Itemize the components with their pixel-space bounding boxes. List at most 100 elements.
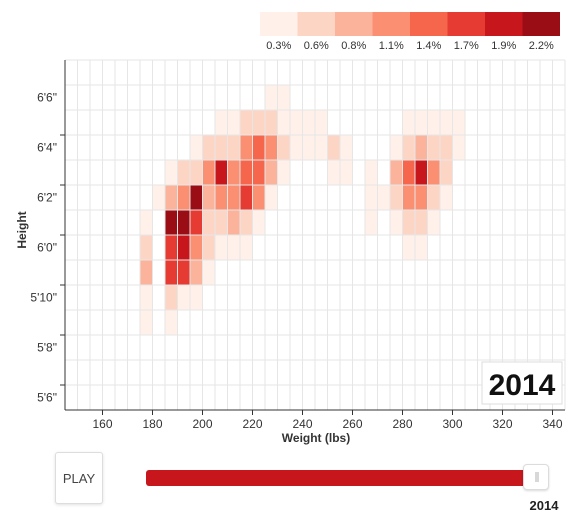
heatmap-cell [403,210,415,235]
y-axis-title: Height [15,211,29,248]
heatmap-cell [215,110,227,135]
heatmap-cell [190,285,202,310]
heatmap-cell [165,260,177,285]
heatmap-cell [265,110,277,135]
x-tick-label: 200 [192,417,212,431]
heatmap-cell [403,235,415,260]
legend-label: 2.2% [529,40,554,52]
heatmap-cell [403,185,415,210]
x-axis-title: Weight (lbs) [282,431,350,445]
heatmap-cell [403,160,415,185]
heatmap-cell [365,185,377,210]
heatmap-cell [428,135,440,160]
heatmap-cell [415,210,427,235]
heatmap-cell [403,135,415,160]
legend-swatch [410,12,448,36]
x-tick-label: 240 [292,417,312,431]
heatmap-cell [203,160,215,185]
heatmap-cell [165,310,177,335]
heatmap-cells [140,85,465,335]
year-overlay: 2014 [481,361,563,405]
legend-swatch [260,12,298,36]
heatmap-cell [403,110,415,135]
heatmap-cell [178,235,190,260]
heatmap-cell [428,210,440,235]
x-tick-label: 180 [142,417,162,431]
heatmap-cell [440,185,452,210]
year-slider[interactable] [146,464,549,490]
heatmap-cell [228,110,240,135]
y-tick-label: 6'6" [37,91,57,105]
x-tick-label: 320 [492,417,512,431]
heatmap-cell [140,260,152,285]
heatmap-cell [278,135,290,160]
heatmap-cell [440,160,452,185]
heatmap-cell [203,235,215,260]
heatmap-cell [328,160,340,185]
legend-swatch [485,12,523,36]
heatmap-cell [240,210,252,235]
heatmap-cell [415,235,427,260]
legend-label: 1.7% [454,40,479,52]
heatmap-cell [265,185,277,210]
heatmap-cell [390,135,402,160]
legend-swatch [335,12,373,36]
legend-label: 0.8% [341,40,366,52]
heatmap-cell [240,160,252,185]
heatmap-cell [265,160,277,185]
heatmap-cell [253,210,265,235]
y-tick-label: 5'10" [30,291,57,305]
y-tick-label: 5'8" [37,341,57,355]
heatmap-cell [253,185,265,210]
heatmap-cell [340,160,352,185]
heatmap-cell [428,110,440,135]
heatmap-cell [303,110,315,135]
heatmap-cell [378,185,390,210]
x-tick-label: 160 [92,417,112,431]
heatmap-cell [390,210,402,235]
heatmap-cell [165,160,177,185]
heatmap-cell [265,135,277,160]
heatmap-cell [415,185,427,210]
heatmap-cell [165,235,177,260]
year-slider-fill [146,470,536,486]
legend-label: 1.9% [491,40,516,52]
heatmap-cell [190,260,202,285]
heatmap-cell [215,160,227,185]
year-slider-handle[interactable] [523,464,549,490]
heatmap-cell [203,185,215,210]
heatmap-cell [228,235,240,260]
heatmap-cell [453,110,465,135]
heatmap-cell [278,85,290,110]
heatmap-cell [228,160,240,185]
heatmap-cell [428,185,440,210]
heatmap-cell [315,135,327,160]
heatmap-cell [190,185,202,210]
legend-swatch [297,12,335,36]
year-overlay-text: 2014 [489,369,556,402]
year-overlay-box [481,361,563,405]
heatmap-cell [315,110,327,135]
legend-swatch [447,12,485,36]
heatmap-cell [415,160,427,185]
heatmap-cell [190,210,202,235]
heatmap-cell [215,210,227,235]
heatmap-cell [390,185,402,210]
heatmap-cell [178,285,190,310]
grid [64,59,566,411]
heatmap-cell [203,135,215,160]
heatmap-cell [290,135,302,160]
legend-label: 1.1% [379,40,404,52]
play-button[interactable]: PLAY [55,452,103,504]
heatmap-cell [228,210,240,235]
axes: 160 180 200 220 240 260 280 300 320 340 5'6" 5'8" 5'… [30,60,565,431]
heatmap-cell [165,210,177,235]
y-tick-label: 5'6" [37,391,57,405]
heatmap-cell [178,160,190,185]
heatmap-cell [278,110,290,135]
year-slider-value: 2014 [529,498,559,513]
heatmap-cell [140,235,152,260]
legend-swatch [372,12,410,36]
heatmap-cell [165,185,177,210]
heatmap-cell [428,160,440,185]
